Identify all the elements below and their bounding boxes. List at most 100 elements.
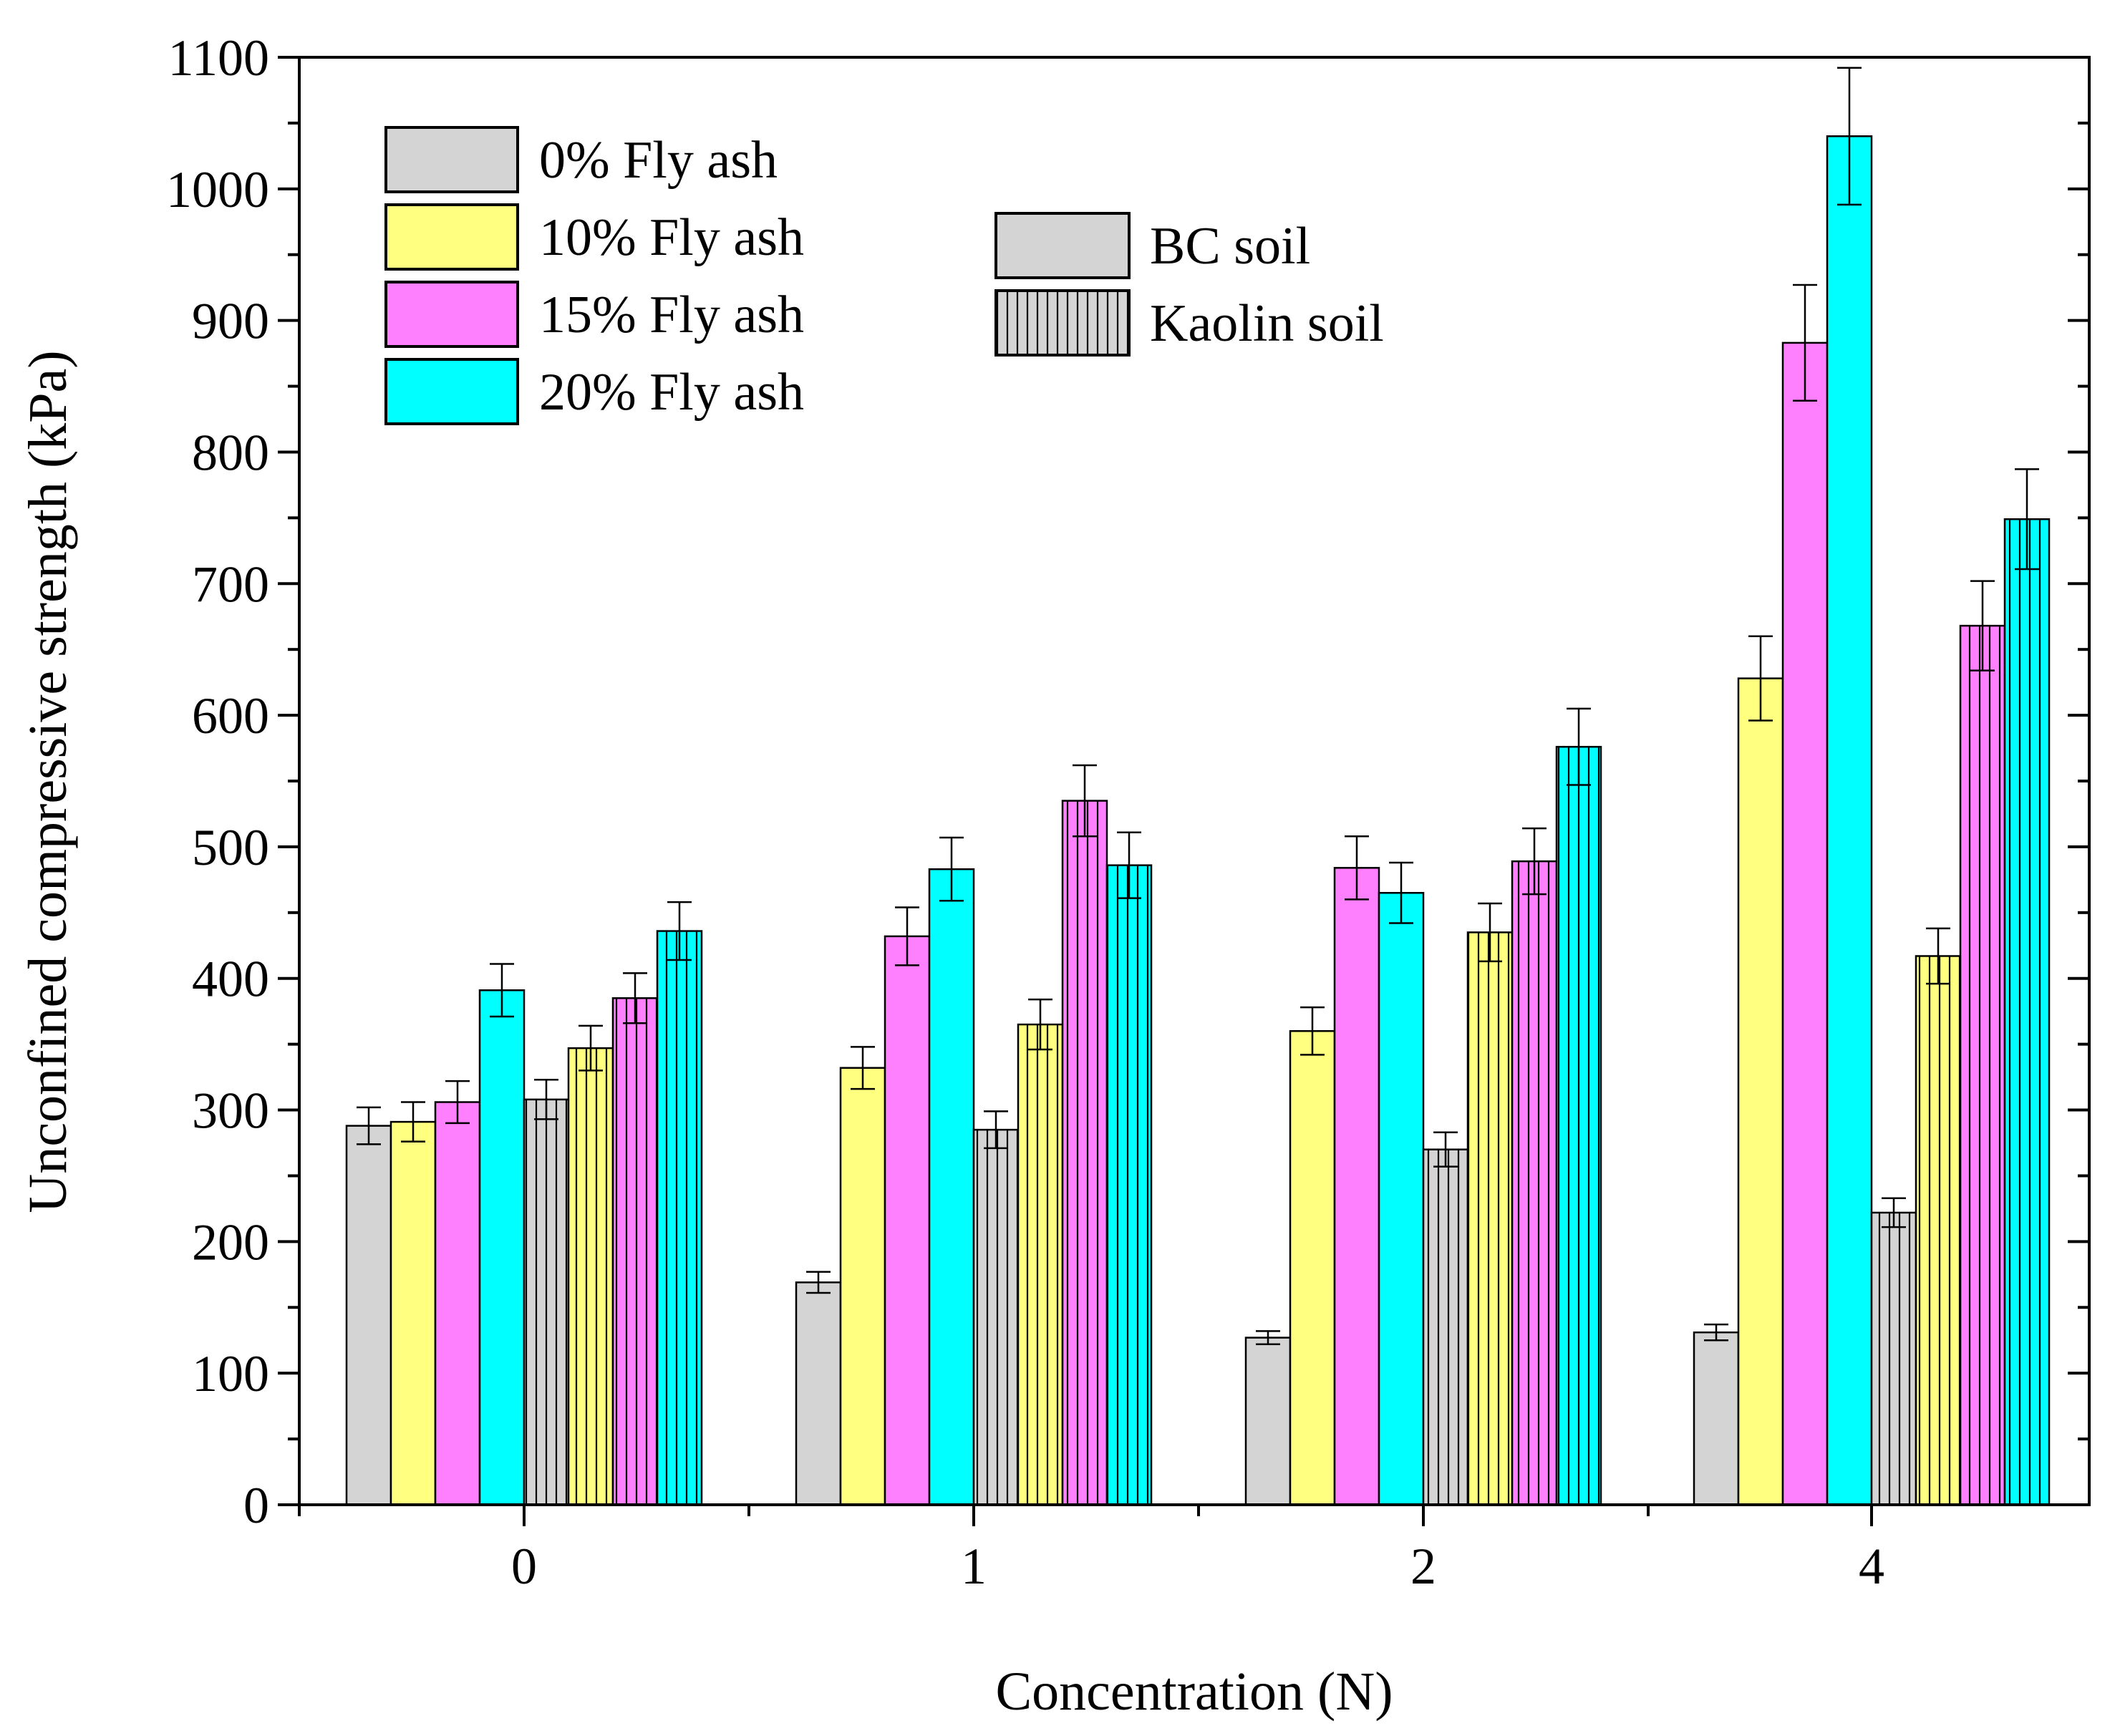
y-tick-label: 1100: [168, 29, 269, 87]
bar-kaolin-soil-fly10-2: [1466, 931, 1514, 1506]
error-bar-bc-soil-fly20-4: [1837, 67, 1862, 206]
error-bar-kaolin-soil-fly0-1: [984, 1110, 1008, 1150]
error-bar-bc-soil-fly15-0: [445, 1080, 470, 1125]
bar-bc-soil-fly0-2: [1244, 1337, 1292, 1506]
error-bar-kaolin-soil-fly20-2: [1567, 707, 1591, 786]
error-bar-bc-soil-fly15-1: [895, 906, 919, 966]
y-tick-label: 1000: [166, 161, 269, 218]
bar-kaolin-soil-fly0-0: [523, 1098, 570, 1506]
error-bar-bc-soil-fly10-1: [851, 1046, 875, 1090]
legend-item-fly-ash: 10% Fly ash: [384, 203, 804, 271]
bar-bc-soil-fly10-1: [839, 1067, 886, 1506]
legend-item-soil: BC soil: [994, 212, 1310, 279]
error-bar-kaolin-soil-fly15-4: [1970, 580, 1995, 671]
bar-kaolin-soil-fly10-4: [1915, 955, 1962, 1506]
y-tick-label: 300: [192, 1082, 269, 1140]
legend-item-fly-ash: 15% Fly ash: [384, 281, 804, 348]
legend-label: 0% Fly ash: [539, 131, 778, 190]
error-bar-bc-soil-fly20-2: [1389, 861, 1413, 924]
x-axis-ticks: 0 1 2 4: [298, 1505, 1884, 1595]
bars-layer: [345, 135, 2051, 1506]
bar-kaolin-soil-fly20-4: [2003, 518, 2051, 1506]
error-bar-bc-soil-fly10-4: [1748, 635, 1773, 722]
error-bar-kaolin-soil-fly15-0: [623, 972, 647, 1024]
error-bar-kaolin-soil-fly10-0: [579, 1024, 603, 1072]
y-axis-ticks: 0 100 200 300 400 500 600 700 800 900 1000 1100: [166, 29, 2089, 1534]
error-bar-kaolin-soil-fly10-1: [1028, 998, 1052, 1051]
bar-kaolin-soil-fly0-2: [1422, 1148, 1469, 1506]
bar-kaolin-soil-fly20-0: [656, 930, 703, 1506]
error-bar-bc-soil-fly15-4: [1793, 283, 1817, 402]
bar-bc-soil-fly15-1: [884, 935, 931, 1506]
bar-kaolin-soil-fly10-1: [1017, 1023, 1064, 1506]
legend-swatch: [384, 358, 519, 425]
error-bar-kaolin-soil-fly15-1: [1073, 764, 1097, 838]
y-tick-label: 200: [192, 1213, 269, 1271]
bar-bc-soil-fly15-4: [1781, 341, 1829, 1506]
bar-bc-soil-fly15-0: [434, 1101, 481, 1506]
y-tick-label: 800: [192, 424, 269, 481]
error-bar-kaolin-soil-fly20-0: [667, 901, 692, 961]
error-bar-bc-soil-fly10-2: [1300, 1006, 1325, 1056]
error-bar-kaolin-soil-fly20-4: [2015, 468, 2039, 571]
error-bar-kaolin-soil-fly15-2: [1522, 827, 1547, 896]
bar-kaolin-soil-fly15-4: [1959, 624, 2006, 1506]
error-bar-bc-soil-fly0-2: [1256, 1330, 1280, 1345]
legend-item-soil: Kaolin soil: [994, 289, 1384, 357]
x-tick-label: 0: [511, 1538, 537, 1595]
error-bar-kaolin-soil-fly10-4: [1926, 927, 1950, 985]
bar-bc-soil-fly20-0: [478, 989, 526, 1506]
y-tick-label: 400: [192, 951, 269, 1008]
legend-soil: BC soil Kaolin soil: [994, 212, 1384, 357]
y-tick-label: 900: [192, 293, 269, 350]
error-bar-kaolin-soil-fly20-1: [1117, 831, 1141, 899]
bar-kaolin-soil-fly15-1: [1061, 800, 1108, 1506]
bar-bc-soil-fly15-2: [1333, 867, 1380, 1506]
legend-swatch: [384, 126, 519, 193]
legend-item-fly-ash: 0% Fly ash: [384, 126, 778, 193]
legend-fly-ash: 0% Fly ash 10% Fly ash 15% Fly ash 20% Fly …: [384, 126, 804, 425]
x-tick-label: 1: [961, 1538, 987, 1595]
bar-kaolin-soil-fly20-1: [1105, 864, 1153, 1506]
error-bar-kaolin-soil-fly10-2: [1478, 902, 1502, 963]
error-bar-bc-soil-fly0-4: [1704, 1323, 1728, 1342]
legend-swatch: [994, 289, 1131, 357]
bar-kaolin-soil-fly15-2: [1511, 860, 1558, 1506]
legend-label: 20% Fly ash: [539, 363, 804, 422]
legend-label: BC soil: [1150, 217, 1310, 276]
bar-bc-soil-fly10-2: [1289, 1030, 1336, 1506]
legend-item-fly-ash: 20% Fly ash: [384, 358, 804, 425]
y-tick-label: 500: [192, 819, 269, 876]
y-tick-label: 0: [243, 1477, 269, 1534]
error-bar-kaolin-soil-fly0-0: [534, 1079, 558, 1120]
legend-label: Kaolin soil: [1150, 294, 1384, 353]
bar-bc-soil-fly0-1: [795, 1281, 842, 1506]
bar-bc-soil-fly10-4: [1737, 677, 1784, 1506]
error-bar-bc-soil-fly20-0: [490, 963, 514, 1018]
x-axis-label: Concentration (N): [995, 1662, 1393, 1722]
error-bar-bc-soil-fly15-2: [1345, 835, 1369, 901]
bar-kaolin-soil-fly0-4: [1870, 1211, 1917, 1506]
bar-bc-soil-fly0-4: [1693, 1331, 1740, 1506]
error-bars-layer: [357, 67, 2039, 1345]
legend-swatch: [994, 212, 1131, 279]
error-bar-bc-soil-fly0-0: [357, 1106, 381, 1145]
bar-bc-soil-fly10-0: [389, 1120, 437, 1506]
error-bar-kaolin-soil-fly0-4: [1882, 1197, 1906, 1228]
y-tick-label: 600: [192, 687, 269, 745]
bar-kaolin-soil-fly10-0: [567, 1047, 614, 1506]
x-tick-label: 4: [1859, 1538, 1884, 1595]
error-bar-bc-soil-fly20-1: [939, 836, 964, 902]
y-tick-label: 100: [192, 1345, 269, 1402]
legend-swatch: [384, 203, 519, 271]
bar-bc-soil-fly0-0: [345, 1125, 392, 1506]
bar-bc-soil-fly20-1: [928, 868, 975, 1506]
error-bar-bc-soil-fly10-0: [401, 1101, 425, 1143]
x-tick-label: 2: [1410, 1538, 1436, 1595]
error-bar-bc-soil-fly0-1: [806, 1271, 831, 1294]
legend-swatch: [384, 281, 519, 348]
bar-kaolin-soil-fly20-2: [1555, 745, 1602, 1506]
bar-kaolin-soil-fly0-1: [972, 1128, 1020, 1506]
bar-bc-soil-fly20-2: [1378, 891, 1425, 1506]
